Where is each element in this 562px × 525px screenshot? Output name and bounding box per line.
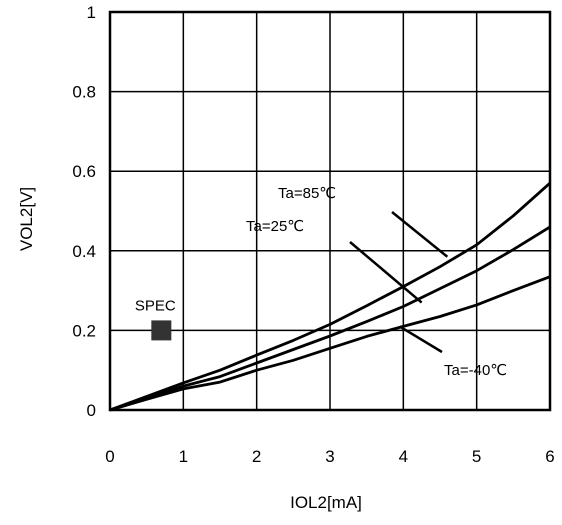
y-tick-label: 0.2 — [72, 321, 96, 340]
spec-label: SPEC — [135, 297, 176, 314]
y-tick-label: 0.6 — [72, 162, 96, 181]
x-tick-labels: 0 1 2 3 4 5 6 — [105, 447, 554, 466]
y-tick-label: 0 — [87, 401, 96, 420]
ta85-label: Ta=85℃ — [278, 185, 336, 202]
series-lines — [109, 182, 551, 412]
y-axis-title: VOL2[V] — [17, 187, 36, 251]
x-tick-label: 3 — [325, 447, 334, 466]
grid — [110, 12, 550, 410]
ta85-annotation: Ta=85℃ — [278, 185, 449, 258]
y-tick-label: 0.8 — [72, 83, 96, 102]
x-tick-label: 0 — [105, 447, 114, 466]
ta-40-annotation: Ta=-40℃ — [399, 325, 507, 379]
x-tick-label: 6 — [545, 447, 554, 466]
ta-40-label: Ta=-40℃ — [444, 362, 507, 379]
y-tick-label: 1 — [87, 3, 96, 22]
ta-40-leader-line — [399, 325, 443, 354]
x-tick-label: 5 — [472, 447, 481, 466]
x-axis-title: IOL2[mA] — [290, 493, 362, 512]
y-tick-label: 0.4 — [72, 242, 96, 261]
ta25-label: Ta=25℃ — [246, 218, 304, 235]
ta85-leader-line — [391, 211, 449, 258]
x-tick-label: 4 — [399, 447, 408, 466]
plot-frame — [108, 10, 552, 412]
x-tick-label: 1 — [179, 447, 188, 466]
series-line-3 — [109, 275, 551, 412]
y-tick-labels: 0 0.2 0.4 0.6 0.8 1 — [72, 3, 96, 420]
x-tick-label: 2 — [252, 447, 261, 466]
spec-annotation: SPEC — [135, 297, 176, 341]
spec-marker — [151, 320, 172, 341]
ta25-annotation: Ta=25℃ — [246, 218, 423, 304]
series-line-2 — [109, 225, 551, 412]
series-line-1 — [109, 182, 551, 412]
ta25-leader-line — [349, 241, 423, 304]
